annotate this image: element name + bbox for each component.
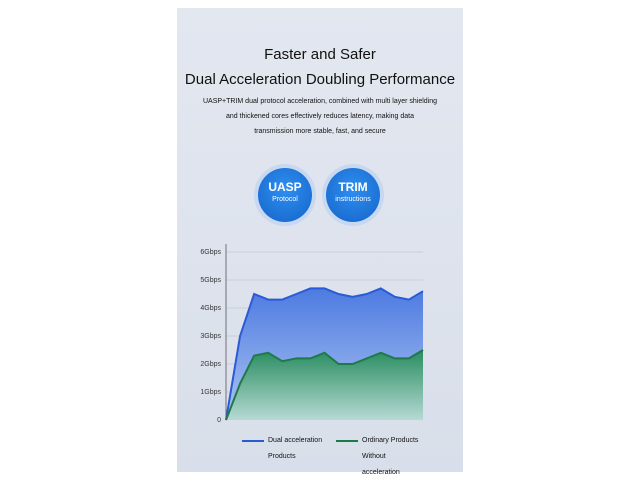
legend-label: Ordinary Products Without acceleration <box>362 437 419 476</box>
badge: UASP Protocol <box>258 168 312 222</box>
y-tick-label: 6Gbps <box>200 249 221 256</box>
badge: TRIM instructions <box>326 168 380 222</box>
description: and thickened cores effectively reduces … <box>225 113 415 120</box>
subtitle: Dual Acceleration Doubling Performance <box>184 71 456 88</box>
area <box>226 350 423 420</box>
line <box>225 349 424 421</box>
legend-label: Dual acceleration Products <box>268 437 323 460</box>
legend-swatch <box>336 440 358 442</box>
legend-swatch <box>242 440 264 442</box>
y-tick-label: 3Gbps <box>200 333 221 340</box>
description: transmission more stable, fast, and secu… <box>254 128 386 135</box>
description: UASP+TRIM dual protocol acceleration, co… <box>202 98 438 105</box>
y-tick-label: 1Gbps <box>200 389 221 396</box>
panel: Faster and Safer Dual Acceleration Doubl… <box>177 8 463 476</box>
title: Faster and Safer <box>264 46 376 63</box>
badge-title: TRIM <box>338 180 368 194</box>
badge-text: Protocol <box>272 196 298 203</box>
y-tick-label: 2Gbps <box>200 361 221 368</box>
badge-text: instructions <box>335 196 371 203</box>
line <box>225 287 424 421</box>
y-tick-label: 4Gbps <box>200 305 221 312</box>
badge-title: UASP <box>268 180 302 194</box>
y-tick-label: 0 <box>217 417 221 424</box>
y-tick-label: 5Gbps <box>200 277 221 284</box>
chart: 0 1Gbps 2Gbps 3Gbps 4Gbps 5Gbps 6Gbps <box>200 244 424 424</box>
